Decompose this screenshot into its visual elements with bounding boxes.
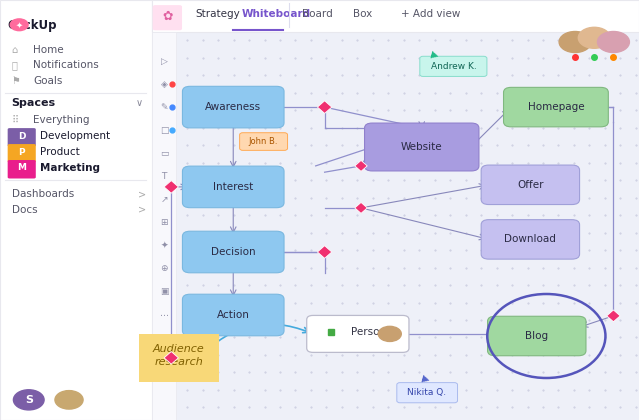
Text: Action: Action: [217, 310, 250, 320]
Text: Spaces: Spaces: [12, 98, 56, 108]
Circle shape: [597, 32, 629, 52]
Text: ⋯: ⋯: [160, 310, 169, 320]
FancyBboxPatch shape: [139, 333, 219, 382]
Circle shape: [378, 326, 401, 341]
Text: Everything: Everything: [33, 115, 89, 125]
Text: ⠿: ⠿: [12, 115, 19, 125]
FancyBboxPatch shape: [176, 32, 639, 420]
FancyBboxPatch shape: [183, 166, 284, 207]
Circle shape: [559, 32, 591, 52]
Text: ⊞: ⊞: [160, 218, 168, 227]
Text: Docs: Docs: [12, 205, 37, 215]
Text: T: T: [162, 172, 167, 181]
FancyBboxPatch shape: [152, 0, 639, 32]
FancyBboxPatch shape: [364, 123, 479, 171]
FancyBboxPatch shape: [0, 0, 152, 420]
FancyBboxPatch shape: [183, 294, 284, 336]
Text: Decision: Decision: [211, 247, 256, 257]
FancyBboxPatch shape: [183, 86, 284, 128]
FancyBboxPatch shape: [397, 383, 458, 403]
Text: Interest: Interest: [213, 182, 253, 192]
Text: S: S: [25, 395, 33, 405]
Text: Audience
research: Audience research: [153, 344, 204, 368]
Text: M: M: [17, 163, 26, 173]
Text: Goals: Goals: [33, 76, 63, 86]
Circle shape: [55, 391, 83, 409]
Text: ✦: ✦: [160, 241, 168, 250]
Text: ◈: ◈: [160, 79, 167, 89]
Text: Product: Product: [40, 147, 79, 157]
Text: ✿: ✿: [162, 10, 173, 23]
Text: >: >: [138, 189, 146, 199]
Text: >: >: [138, 205, 146, 215]
Circle shape: [13, 390, 44, 410]
FancyBboxPatch shape: [8, 144, 36, 163]
FancyBboxPatch shape: [307, 315, 409, 352]
Text: Download: Download: [504, 234, 557, 244]
Polygon shape: [164, 181, 178, 193]
Text: ∨: ∨: [136, 98, 143, 108]
Text: ⊕: ⊕: [160, 264, 168, 273]
Polygon shape: [164, 352, 178, 364]
Text: Nikita Q.: Nikita Q.: [407, 388, 447, 397]
Text: D: D: [18, 131, 26, 141]
FancyBboxPatch shape: [153, 5, 182, 30]
Text: Andrew K.: Andrew K.: [431, 62, 477, 71]
Text: Strategy: Strategy: [196, 9, 240, 19]
Text: Offer: Offer: [517, 180, 544, 190]
Circle shape: [578, 27, 610, 48]
Text: P: P: [19, 147, 25, 157]
Text: Development: Development: [40, 131, 110, 141]
Text: ⌂: ⌂: [12, 45, 18, 55]
Text: Dashboards: Dashboards: [12, 189, 73, 199]
Text: Marketing: Marketing: [40, 163, 100, 173]
Text: ✎: ✎: [160, 102, 168, 112]
Text: 🔔: 🔔: [12, 60, 17, 70]
Text: Notifications: Notifications: [33, 60, 99, 70]
Text: Homepage: Homepage: [528, 102, 584, 112]
Text: ClickUp: ClickUp: [8, 19, 57, 32]
Text: ▣: ▣: [160, 287, 169, 297]
Text: John B.: John B.: [249, 137, 278, 146]
Text: ✦: ✦: [16, 20, 22, 29]
FancyBboxPatch shape: [504, 87, 608, 127]
Polygon shape: [355, 202, 367, 213]
FancyBboxPatch shape: [152, 32, 176, 420]
Text: Box: Box: [353, 9, 373, 19]
Polygon shape: [355, 160, 367, 171]
Polygon shape: [318, 101, 332, 113]
Polygon shape: [318, 246, 332, 258]
Text: ▷: ▷: [160, 56, 167, 66]
Text: + Add view: + Add view: [401, 9, 461, 19]
FancyBboxPatch shape: [488, 316, 586, 356]
FancyBboxPatch shape: [481, 165, 580, 205]
Text: ↗: ↗: [160, 195, 168, 204]
Text: ▶: ▶: [420, 373, 430, 385]
FancyBboxPatch shape: [240, 133, 288, 150]
Text: ▭: ▭: [160, 149, 169, 158]
Text: Website: Website: [401, 142, 443, 152]
FancyBboxPatch shape: [420, 56, 487, 76]
Text: Awareness: Awareness: [205, 102, 261, 112]
Text: □: □: [160, 126, 169, 135]
Text: Blog: Blog: [525, 331, 548, 341]
Text: Home: Home: [33, 45, 64, 55]
Text: ⚑: ⚑: [12, 76, 20, 86]
FancyBboxPatch shape: [481, 220, 580, 259]
Text: Board: Board: [302, 9, 333, 19]
Polygon shape: [607, 310, 620, 322]
Text: Persona: Persona: [351, 327, 393, 337]
FancyBboxPatch shape: [8, 128, 36, 147]
Circle shape: [10, 19, 28, 31]
Text: ▶: ▶: [429, 49, 439, 60]
Text: Whiteboard: Whiteboard: [242, 9, 311, 19]
FancyBboxPatch shape: [183, 231, 284, 273]
FancyBboxPatch shape: [8, 160, 36, 178]
